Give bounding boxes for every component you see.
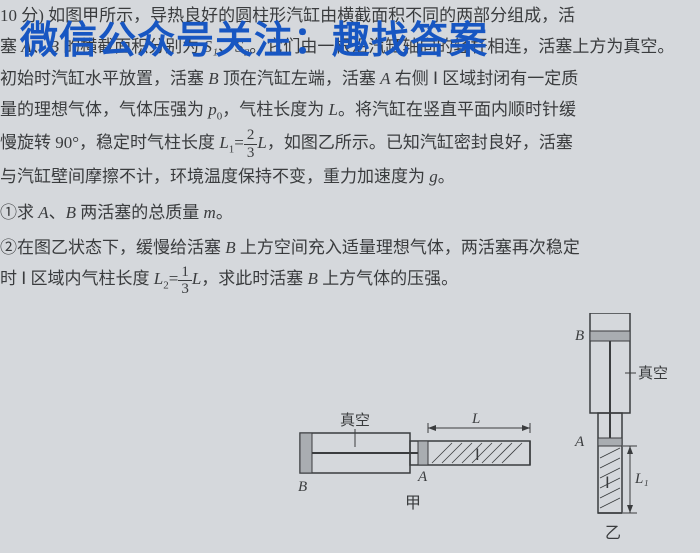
t: 与汽缸壁间摩擦不计，环境温度保持不变，重力加速度为 — [0, 167, 429, 186]
t: 两活塞的总质量 — [76, 203, 204, 222]
line-3: 量的理想气体，气体压强为 p0，气柱长度为 L。将汽缸在竖直平面内顺时针缓 — [0, 94, 688, 127]
label-yi: 乙 — [605, 525, 621, 542]
label-I: Ⅰ — [475, 447, 480, 464]
t: 量的理想气体，气体压强为 — [0, 100, 208, 119]
label-I2: Ⅰ — [605, 475, 610, 492]
den: 3 — [244, 145, 258, 162]
label-B2: B — [575, 328, 584, 344]
label-jia: 甲 — [405, 495, 421, 512]
question-2-line1: ②在图乙状态下，缓慢给活塞 B 上方空间充入适量理想气体，两活塞再次稳定 — [0, 232, 688, 263]
sym-m: m — [204, 203, 216, 222]
sym-g: g — [429, 167, 438, 186]
t: 、 — [49, 203, 66, 222]
label-A: A — [417, 469, 428, 485]
t: 塞 — [0, 37, 21, 56]
t: 。 — [438, 167, 455, 186]
sym-L1s: 1 — [229, 143, 235, 155]
question-1: ①求 A、B 两活塞的总质量 m。 — [0, 197, 688, 228]
diagrams-container: 真空 B A L Ⅰ 甲 — [290, 313, 670, 543]
sym-B: B — [66, 203, 76, 222]
diagram-jia: 真空 B A L Ⅰ 甲 — [298, 411, 530, 512]
label-vacuum2: 真空 — [638, 364, 668, 382]
fraction-1-3: 13 — [178, 264, 192, 298]
t: ②在图乙状态下，缓慢给活塞 — [0, 238, 225, 257]
watermark-text: 微信公众号关注：趣找答案 — [20, 6, 488, 76]
t: ，气柱长度为 — [222, 100, 328, 119]
t: ，如图乙所示。已知汽缸密封良好，活塞 — [267, 133, 573, 152]
num: 1 — [178, 264, 192, 282]
t: ，求此时活塞 — [201, 269, 307, 288]
label-B: B — [298, 479, 307, 495]
diagram-yi: B A 真空 Ⅰ L₁ 乙 — [574, 313, 668, 542]
t: 上方气体的压强。 — [318, 269, 458, 288]
sym-A: A — [38, 203, 48, 222]
t: 慢旋转 90°，稳定时气柱长度 — [0, 133, 219, 152]
sym-p0: p — [208, 100, 217, 119]
t: 。将汽缸在竖直平面内顺时针缓 — [338, 100, 576, 119]
diagrams-svg: 真空 B A L Ⅰ 甲 — [290, 313, 670, 543]
t: 上方空间充入适量理想气体，两活塞再次稳定 — [236, 238, 580, 257]
sym-L2s: 2 — [163, 280, 169, 292]
question-2-line2: 时 Ⅰ 区域内气柱长度 L2=13L，求此时活塞 B 上方气体的压强。 — [0, 263, 688, 297]
den: 3 — [178, 281, 192, 298]
sym-L: L — [329, 100, 338, 119]
label-L1: L₁ — [634, 471, 649, 487]
line-4: 慢旋转 90°，稳定时气柱长度 L1=23L，如图乙所示。已知汽缸密封良好，活塞 — [0, 127, 688, 161]
t: 时 Ⅰ 区域内气柱长度 — [0, 269, 154, 288]
sym-B: B — [225, 238, 235, 257]
t: ①求 — [0, 203, 38, 222]
fraction-2-3: 23 — [244, 127, 258, 161]
sym-B: B — [308, 269, 318, 288]
label-vacuum: 真空 — [340, 411, 370, 429]
t: 。 — [216, 203, 233, 222]
label-A2: A — [574, 434, 585, 450]
num: 2 — [244, 127, 258, 145]
sym-L1: L — [219, 133, 228, 152]
label-L: L — [471, 411, 480, 427]
sym-L: L — [257, 133, 266, 152]
line-5: 与汽缸壁间摩擦不计，环境温度保持不变，重力加速度为 g。 — [0, 161, 688, 192]
sym-L2: L — [154, 269, 163, 288]
sym-L: L — [192, 269, 201, 288]
